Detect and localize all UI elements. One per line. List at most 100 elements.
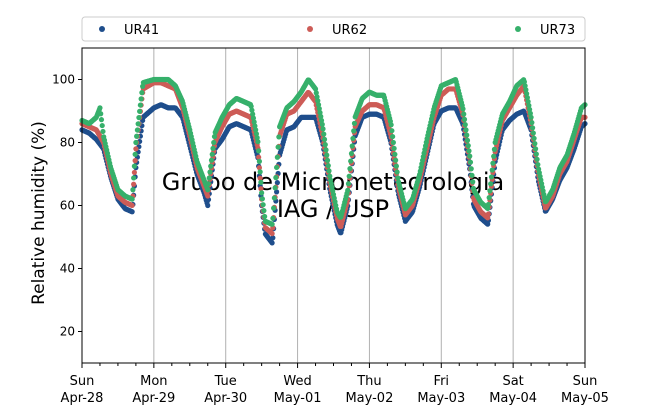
x-tick-day: Sat [502, 374, 523, 389]
data-point [318, 117, 325, 124]
data-point [460, 106, 466, 112]
data-point [137, 102, 143, 108]
y-axis: 20 40 60 80 100 [52, 73, 82, 339]
data-point [131, 169, 137, 176]
data-point [139, 90, 145, 96]
y-axis-label: Relative humidity (%) [29, 121, 49, 305]
data-point [320, 126, 326, 132]
data-point [131, 175, 137, 181]
legend-label: UR62 [332, 23, 367, 38]
data-point [486, 195, 492, 201]
data-point [527, 110, 533, 116]
data-point [528, 114, 534, 120]
legend-label: UR41 [124, 23, 159, 38]
data-point [324, 152, 330, 158]
data-point [129, 202, 135, 209]
data-point [131, 181, 137, 187]
series-UR73 [79, 76, 588, 227]
data-point [533, 151, 539, 157]
data-point [392, 151, 398, 157]
data-point [261, 208, 267, 214]
legend-label: UR73 [540, 23, 575, 38]
data-point [97, 105, 103, 111]
x-tick-day: Mon [140, 374, 167, 389]
x-tick-day: Wed [283, 374, 311, 389]
data-point [351, 128, 357, 134]
data-point [314, 94, 320, 100]
data-point [491, 153, 497, 159]
data-point [205, 181, 212, 187]
data-point [319, 121, 325, 127]
x-tick-date: May-04 [489, 391, 537, 406]
legend-marker [99, 26, 105, 32]
data-point [534, 156, 540, 162]
data-point [138, 96, 144, 102]
data-point [394, 169, 400, 175]
data-point [318, 113, 324, 120]
data-point [316, 106, 322, 112]
data-point [388, 122, 394, 128]
data-point [533, 146, 539, 152]
x-axis: Sun Apr-28 Mon Apr-29 Tue Apr-30 Wed May-01 Thu M… [61, 363, 609, 406]
data-point [270, 215, 276, 221]
data-point [522, 83, 528, 89]
data-point [136, 114, 142, 121]
data-point [467, 159, 474, 165]
data-point [133, 139, 139, 146]
legend-marker [307, 26, 313, 32]
data-point [259, 196, 265, 202]
data-point [130, 187, 136, 193]
x-tick-date: May-02 [345, 391, 393, 406]
data-point [466, 148, 472, 154]
data-point [532, 140, 538, 147]
x-tick-day: Tue [214, 374, 237, 389]
data-point [274, 180, 280, 186]
data-point [249, 107, 255, 113]
data-point [349, 143, 355, 149]
data-point [489, 167, 495, 173]
data-point [326, 168, 332, 174]
data-point [461, 111, 467, 117]
data-point [250, 111, 256, 117]
data-point [256, 154, 262, 160]
data-point [259, 190, 265, 196]
data-point [345, 187, 351, 193]
data-point [393, 157, 399, 163]
data-points [79, 76, 588, 246]
data-point [208, 163, 214, 169]
data-point [485, 205, 491, 211]
data-point [129, 209, 135, 215]
data-point [256, 148, 262, 154]
data-point [465, 143, 471, 149]
data-point [324, 157, 331, 163]
x-tick-date: May-01 [274, 391, 322, 406]
data-point [389, 128, 395, 134]
data-point [257, 175, 263, 181]
data-point [464, 132, 470, 138]
data-point [315, 102, 322, 108]
data-point [530, 130, 536, 136]
data-point [258, 186, 264, 192]
data-point [461, 116, 468, 122]
data-point [269, 240, 275, 246]
data-point [469, 172, 475, 178]
data-point [322, 142, 328, 148]
data-point [317, 109, 323, 116]
data-point [523, 87, 529, 93]
data-point [323, 147, 329, 153]
data-point [273, 175, 279, 181]
data-point [205, 193, 211, 199]
data-point [347, 166, 353, 172]
data-point [276, 134, 282, 140]
data-point [327, 173, 333, 179]
data-point [490, 160, 496, 166]
x-tick-date: Apr-29 [132, 391, 175, 406]
data-point [525, 98, 531, 105]
data-point [467, 153, 473, 159]
data-point [390, 139, 396, 146]
x-tick-day: Fri [434, 374, 450, 389]
data-point [529, 119, 535, 126]
data-point [208, 157, 215, 163]
data-point [256, 165, 262, 171]
